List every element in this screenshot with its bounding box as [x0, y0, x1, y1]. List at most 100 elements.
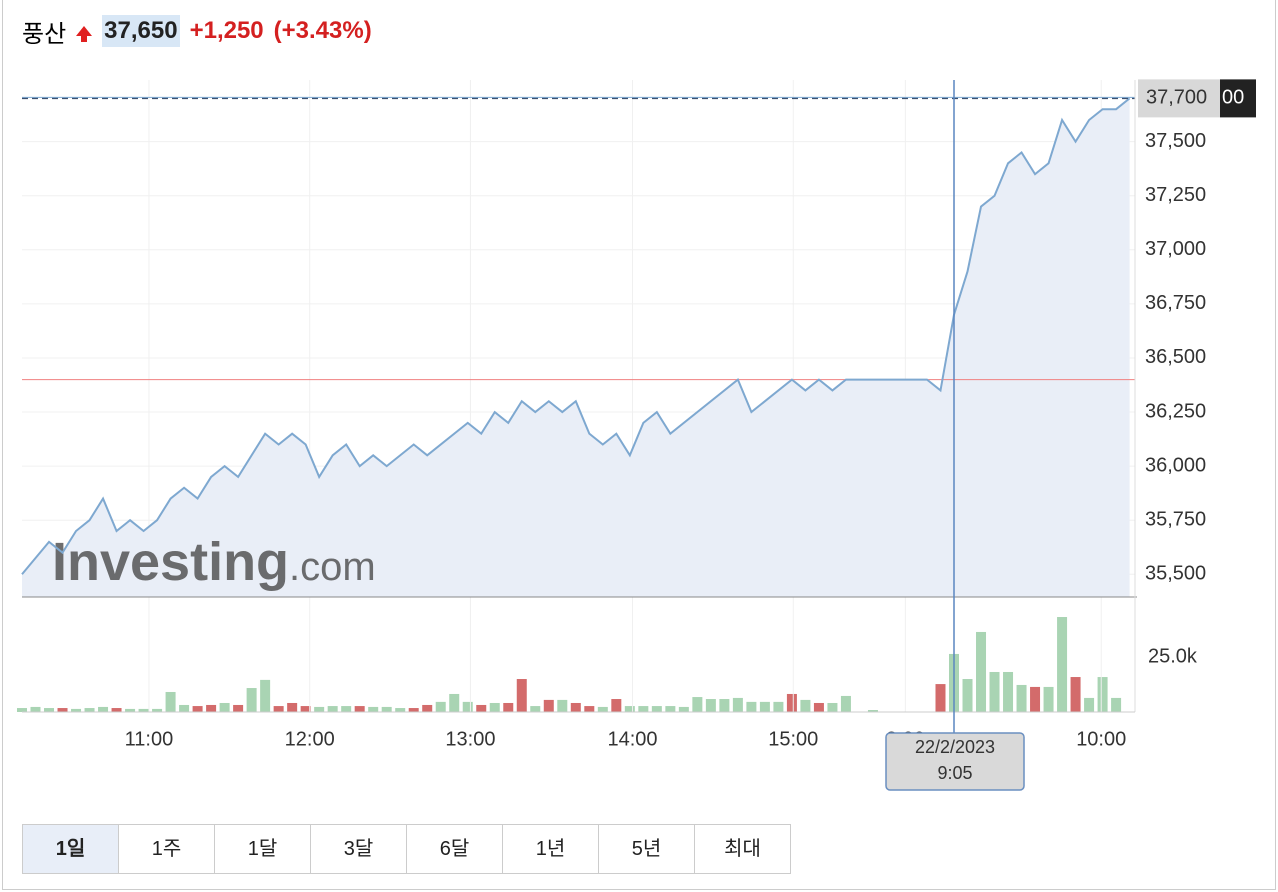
volume-tick-label: 25.0k [1148, 645, 1198, 667]
y-tick-label: 37,250 [1145, 184, 1206, 206]
up-arrow [76, 26, 93, 42]
volume-bar [962, 679, 973, 712]
volume-bar [125, 708, 136, 712]
watermark-brand: Investing [52, 532, 289, 592]
volume-bar [260, 679, 271, 712]
last-price-label: 37,700 [1146, 87, 1207, 109]
volume-bar [827, 702, 838, 712]
volume-bar [165, 691, 176, 712]
volume-bar [611, 699, 622, 712]
volume-bar [1043, 686, 1054, 712]
volume-bar [152, 708, 163, 712]
volume-bar [287, 702, 298, 712]
price: 37,650 [102, 15, 180, 47]
volume-bar [422, 704, 433, 712]
volume-bar [98, 706, 109, 712]
period-button[interactable]: 최대 [695, 825, 790, 873]
period-button[interactable]: 1년 [503, 825, 599, 873]
y-tick-label: 35,750 [1145, 508, 1206, 530]
volume-bar [476, 704, 487, 712]
volume-bar [300, 706, 311, 712]
volume-bar [206, 704, 217, 712]
x-tick-label: 11:00 [125, 728, 174, 750]
volume-bar [935, 684, 946, 712]
volume-bar [462, 701, 473, 712]
crosshair-tooltip [885, 732, 1025, 791]
volume-bar [746, 701, 757, 712]
x-tick-label: 15:00 [768, 728, 818, 750]
watermark-domain: .com [289, 545, 376, 589]
volume-bar [30, 706, 41, 712]
volume-bar [341, 706, 352, 712]
volume-bar [1084, 697, 1095, 712]
volume-bar [678, 706, 689, 712]
volume-bar [692, 697, 703, 712]
volume-bar [111, 708, 122, 712]
header: 풍산 37,650 +1,250 (+3.43%) [22, 12, 382, 50]
volume-bar [624, 706, 635, 712]
volume-bar [489, 702, 500, 712]
volume-bar [314, 706, 325, 712]
tooltip-date: 22/2/2023 [915, 737, 995, 757]
y-tick-label: 37,000 [1145, 238, 1206, 260]
volume-bar [233, 704, 244, 712]
y-tick-label: 36,500 [1145, 346, 1206, 368]
watermark: Investing.com [52, 532, 376, 592]
volume-bar [705, 699, 716, 712]
volume-bar [1111, 697, 1122, 712]
volume-bar [1057, 617, 1068, 712]
volume-bar [219, 702, 230, 712]
last-price-box [1138, 79, 1220, 118]
period-button[interactable]: 1주 [119, 825, 215, 873]
volume-bar [1070, 677, 1081, 712]
crosshair-y-label: 00 [1222, 87, 1244, 109]
volume-bar [395, 708, 406, 712]
volume-bar [976, 631, 987, 712]
volume-bar [354, 706, 365, 712]
volume-bar [557, 699, 568, 712]
volume-bar [327, 706, 338, 712]
volume-bar [273, 706, 284, 712]
period-button[interactable]: 3달 [311, 825, 407, 873]
volume-bar [840, 695, 851, 712]
volume-bar [584, 706, 595, 712]
volume-bar [867, 710, 878, 712]
volume-bar [84, 708, 95, 712]
volume-bar [989, 671, 1000, 712]
volume-bar [408, 708, 419, 712]
volume-bar [570, 702, 581, 712]
period-button[interactable]: 1달 [215, 825, 311, 873]
volume-bar [71, 708, 82, 712]
volume-bar [192, 706, 203, 712]
y-tick-label: 36,750 [1145, 292, 1206, 314]
volume-bar [530, 706, 541, 712]
x-tick-label: 10:00 [1076, 728, 1126, 750]
chart: 25.0k 35,500 35,750 36,000 36,250 36,500 36,75… [17, 79, 1256, 791]
volume-bar [813, 702, 824, 712]
period-button[interactable]: 5년 [599, 825, 695, 873]
volume-bar [1097, 677, 1108, 712]
volume-bar [44, 708, 55, 712]
period-button[interactable]: 1일 [23, 825, 119, 873]
volume-bar [638, 706, 649, 712]
volume-bar [719, 699, 730, 712]
volume-bar [138, 708, 149, 712]
x-tick-label: 13:00 [445, 728, 495, 750]
tooltip-time: 9:05 [937, 763, 972, 783]
volume-bar [17, 708, 27, 712]
x-tick-label: 14:00 [607, 728, 657, 750]
change: +1,250 [189, 17, 264, 44]
volume-bar [786, 693, 797, 712]
y-tick-label: 35,500 [1145, 563, 1206, 585]
change-pct: (+3.43%) [273, 17, 372, 44]
volume-bar [516, 679, 527, 712]
x-tick-label: 12:00 [285, 728, 335, 750]
crosshair-y-box [1220, 79, 1256, 118]
y-tick-label: 36,000 [1145, 454, 1206, 476]
volume-bar [381, 706, 392, 712]
y-tick-label: 36,250 [1145, 400, 1206, 422]
price-line [21, 97, 1131, 575]
volume-bar [368, 706, 379, 712]
period-button[interactable]: 6달 [407, 825, 503, 873]
